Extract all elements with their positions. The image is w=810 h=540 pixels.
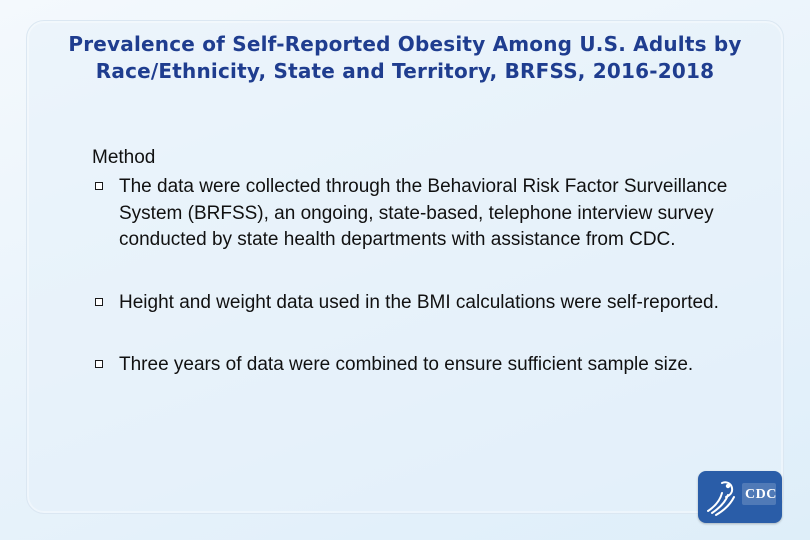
square-outline-bullet-icon	[95, 182, 103, 190]
slide-frame	[26, 20, 784, 514]
slide-title: Prevalence of Self-Reported Obesity Amon…	[68, 32, 742, 83]
bullet-list: The data were collected through the Beha…	[92, 174, 752, 379]
list-item: Three years of data were combined to ens…	[92, 352, 752, 379]
method-heading: Method	[92, 147, 156, 168]
bullet-text: Height and weight data used in the BMI c…	[119, 291, 719, 313]
bullet-text: The data were collected through the Beha…	[119, 176, 728, 250]
bullet-text: Three years of data were combined to ens…	[119, 354, 694, 375]
hhs-eagle-icon	[707, 481, 776, 516]
list-item: The data were collected through the Beha…	[92, 174, 752, 254]
list-item: Height and weight data used in the BMI c…	[92, 290, 752, 317]
cdc-logo: CDC	[698, 471, 782, 523]
square-outline-bullet-icon	[95, 360, 103, 368]
square-outline-bullet-icon	[95, 297, 103, 306]
logo-text: CDC	[745, 487, 777, 502]
